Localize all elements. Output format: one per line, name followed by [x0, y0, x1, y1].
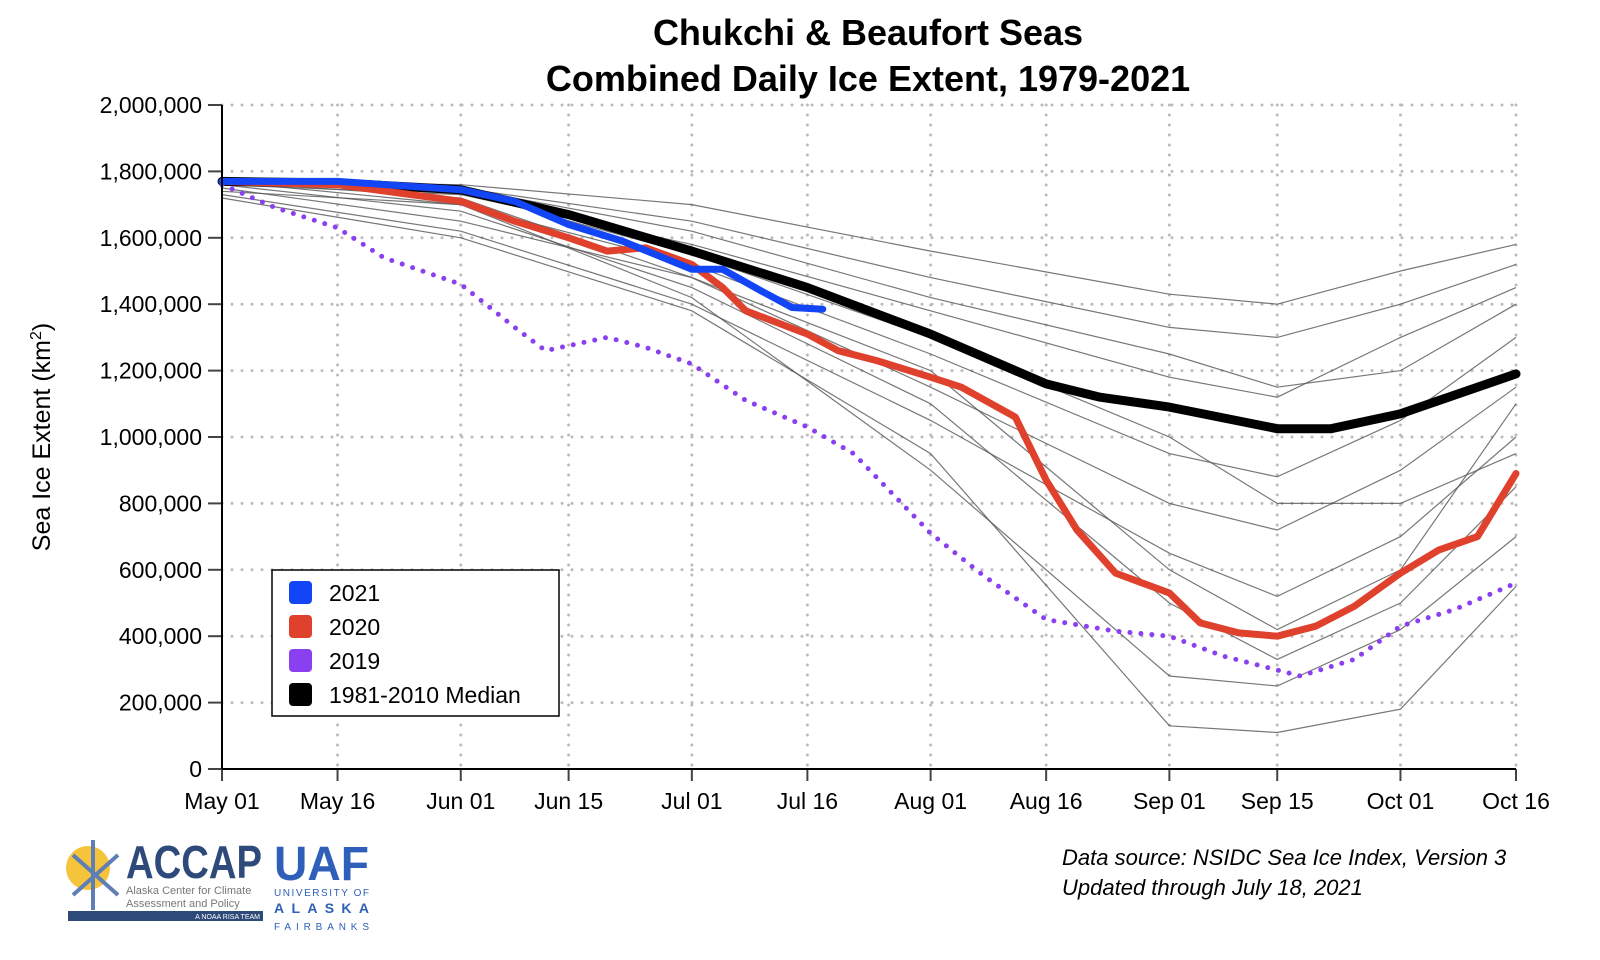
accap-subtitle-1: Alaska Center for Climate — [126, 885, 251, 897]
legend-swatch — [289, 683, 312, 706]
other-year-line — [221, 180, 1517, 339]
accap-subtitle-2: Assessment and Policy — [126, 898, 240, 910]
y-tick-label: 800,000 — [119, 490, 202, 516]
accap-band-text: A NOAA RISA TEAM — [195, 914, 260, 921]
legend-label: 2020 — [329, 614, 380, 640]
other-year-line — [221, 194, 1517, 598]
legend-swatch — [289, 649, 312, 672]
legend-label: 2021 — [329, 580, 380, 606]
other-year-line — [221, 184, 1517, 661]
updated-through: Updated through July 18, 2021 — [1062, 875, 1363, 900]
chart-title-line1: Chukchi & Beaufort Seas — [652, 12, 1084, 53]
x-tick-label: Jun 15 — [534, 788, 603, 814]
legend-box — [271, 569, 560, 717]
x-tick-label: Aug 01 — [894, 788, 967, 814]
y-tick-label: 1,800,000 — [100, 158, 202, 184]
y-tick-label: 0 — [189, 756, 202, 782]
chart-title-line2: Combined Daily Ice Extent, 1979-2021 — [545, 58, 1191, 99]
other-year-line — [221, 187, 1517, 631]
chart-title: Chukchi & Beaufort Seas Combined Daily I… — [0, 10, 1600, 102]
other-year-line — [221, 180, 1517, 531]
y-tick-label: 1,400,000 — [100, 291, 202, 317]
other-year-line — [221, 180, 1517, 305]
y-tick-label: 1,600,000 — [100, 225, 202, 251]
y-tick-label: 600,000 — [119, 557, 202, 583]
y-tick-label: 1,200,000 — [100, 358, 202, 384]
x-tick-label: Sep 15 — [1241, 788, 1314, 814]
x-tick-label: Sep 01 — [1133, 788, 1206, 814]
uaf-subtitle-1: UNIVERSITY OF — [274, 888, 369, 899]
accap-wordmark: ACCAP — [126, 836, 262, 888]
uaf-subtitle-2: ALASKA — [274, 900, 369, 916]
x-tick-label: May 16 — [300, 788, 375, 814]
x-tick-label: Jul 01 — [661, 788, 722, 814]
snowflake-icon — [71, 840, 120, 910]
x-tick-label: Jun 01 — [426, 788, 495, 814]
y-tick-label: 200,000 — [119, 690, 202, 716]
x-tick-label: Jul 16 — [777, 788, 838, 814]
other-year-line — [221, 180, 1517, 504]
data-source: Data source: NSIDC Sea Ice Index, Versio… — [1062, 845, 1507, 870]
legend-label: 2019 — [329, 648, 380, 674]
other-year-line — [221, 184, 1517, 398]
y-tick-label: 400,000 — [119, 623, 202, 649]
x-tick-label: May 01 — [184, 788, 259, 814]
other-year-line — [221, 190, 1517, 478]
legend-swatch — [289, 581, 312, 604]
series-line-2020 — [218, 177, 1520, 640]
legend-swatch — [289, 615, 312, 638]
x-tick-label: Oct 16 — [1482, 788, 1550, 814]
uaf-wordmark: UAF — [274, 838, 369, 891]
series-line-2021 — [218, 177, 827, 313]
y-tick-label: 1,000,000 — [100, 424, 202, 450]
y-axis-label: Sea Ice Extent (km2) — [28, 323, 56, 551]
other-year-line — [221, 197, 1517, 734]
x-tick-label: Aug 16 — [1010, 788, 1083, 814]
accap-uaf-logo: ACCAP Alaska Center for Climate Assessme… — [66, 836, 369, 933]
uaf-subtitle-3: FAIRBANKS — [274, 922, 369, 933]
y-tick-label: 2,000,000 — [100, 92, 202, 118]
legend-label: 1981-2010 Median — [329, 682, 521, 708]
data-source-note: Data source: NSIDC Sea Ice Index, Versio… — [1062, 843, 1506, 903]
series-line-2019 — [219, 182, 1519, 679]
x-tick-label: Oct 01 — [1367, 788, 1435, 814]
